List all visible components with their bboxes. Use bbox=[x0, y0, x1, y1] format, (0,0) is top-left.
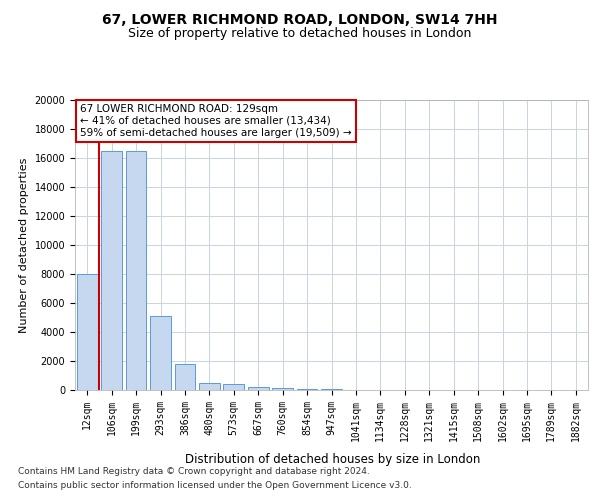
Text: Size of property relative to detached houses in London: Size of property relative to detached ho… bbox=[128, 28, 472, 40]
Bar bbox=[101, 151, 122, 390]
Bar bbox=[175, 364, 196, 390]
Bar bbox=[223, 384, 244, 390]
Bar bbox=[150, 316, 171, 390]
Bar bbox=[125, 151, 146, 390]
Y-axis label: Number of detached properties: Number of detached properties bbox=[19, 158, 29, 332]
Text: 67, LOWER RICHMOND ROAD, LONDON, SW14 7HH: 67, LOWER RICHMOND ROAD, LONDON, SW14 7H… bbox=[102, 12, 498, 26]
Text: Contains HM Land Registry data © Crown copyright and database right 2024.: Contains HM Land Registry data © Crown c… bbox=[18, 467, 370, 476]
Text: Distribution of detached houses by size in London: Distribution of detached houses by size … bbox=[185, 452, 481, 466]
Bar bbox=[248, 387, 269, 390]
Bar bbox=[199, 383, 220, 390]
Bar bbox=[272, 388, 293, 390]
Bar bbox=[77, 274, 98, 390]
Text: 67 LOWER RICHMOND ROAD: 129sqm
← 41% of detached houses are smaller (13,434)
59%: 67 LOWER RICHMOND ROAD: 129sqm ← 41% of … bbox=[80, 104, 352, 138]
Bar bbox=[296, 388, 317, 390]
Text: Contains public sector information licensed under the Open Government Licence v3: Contains public sector information licen… bbox=[18, 481, 412, 490]
